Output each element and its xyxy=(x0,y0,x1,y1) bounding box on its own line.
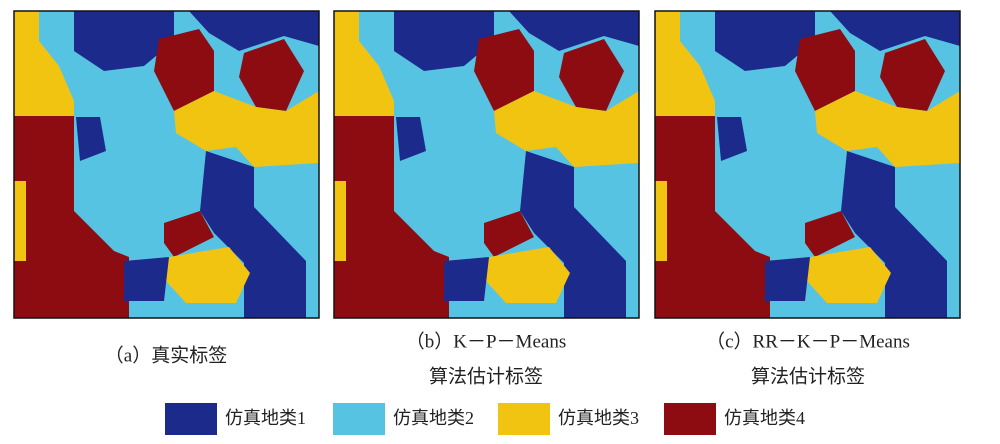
legend-swatch xyxy=(498,403,550,435)
legend: 仿真地类1 仿真地类2 仿真地类3 仿真地类4 xyxy=(165,403,805,435)
legend-swatch xyxy=(333,403,385,435)
panel-caption: （c）RR－K－P－Means xyxy=(706,330,910,352)
map-panel xyxy=(333,10,640,319)
legend-swatch xyxy=(664,403,716,435)
legend-label: 仿真地类4 xyxy=(724,408,805,428)
panel-caption: 算法估计标签 xyxy=(751,365,865,387)
map-panel xyxy=(654,10,961,319)
legend-label: 仿真地类2 xyxy=(393,408,474,428)
legend-label: 仿真地类1 xyxy=(225,408,306,428)
legend-swatch xyxy=(165,403,217,435)
captions: （a）真实标签 （b）K－P－Means 算法估计标签 （c）RR－K－P－Means… xyxy=(105,330,910,387)
legend-label: 仿真地类3 xyxy=(558,408,639,428)
panel-caption: 算法估计标签 xyxy=(429,365,543,387)
map-panel xyxy=(13,10,320,319)
panel-caption: （a）真实标签 xyxy=(105,344,227,366)
panel-caption: （b）K－P－Means xyxy=(406,330,566,352)
